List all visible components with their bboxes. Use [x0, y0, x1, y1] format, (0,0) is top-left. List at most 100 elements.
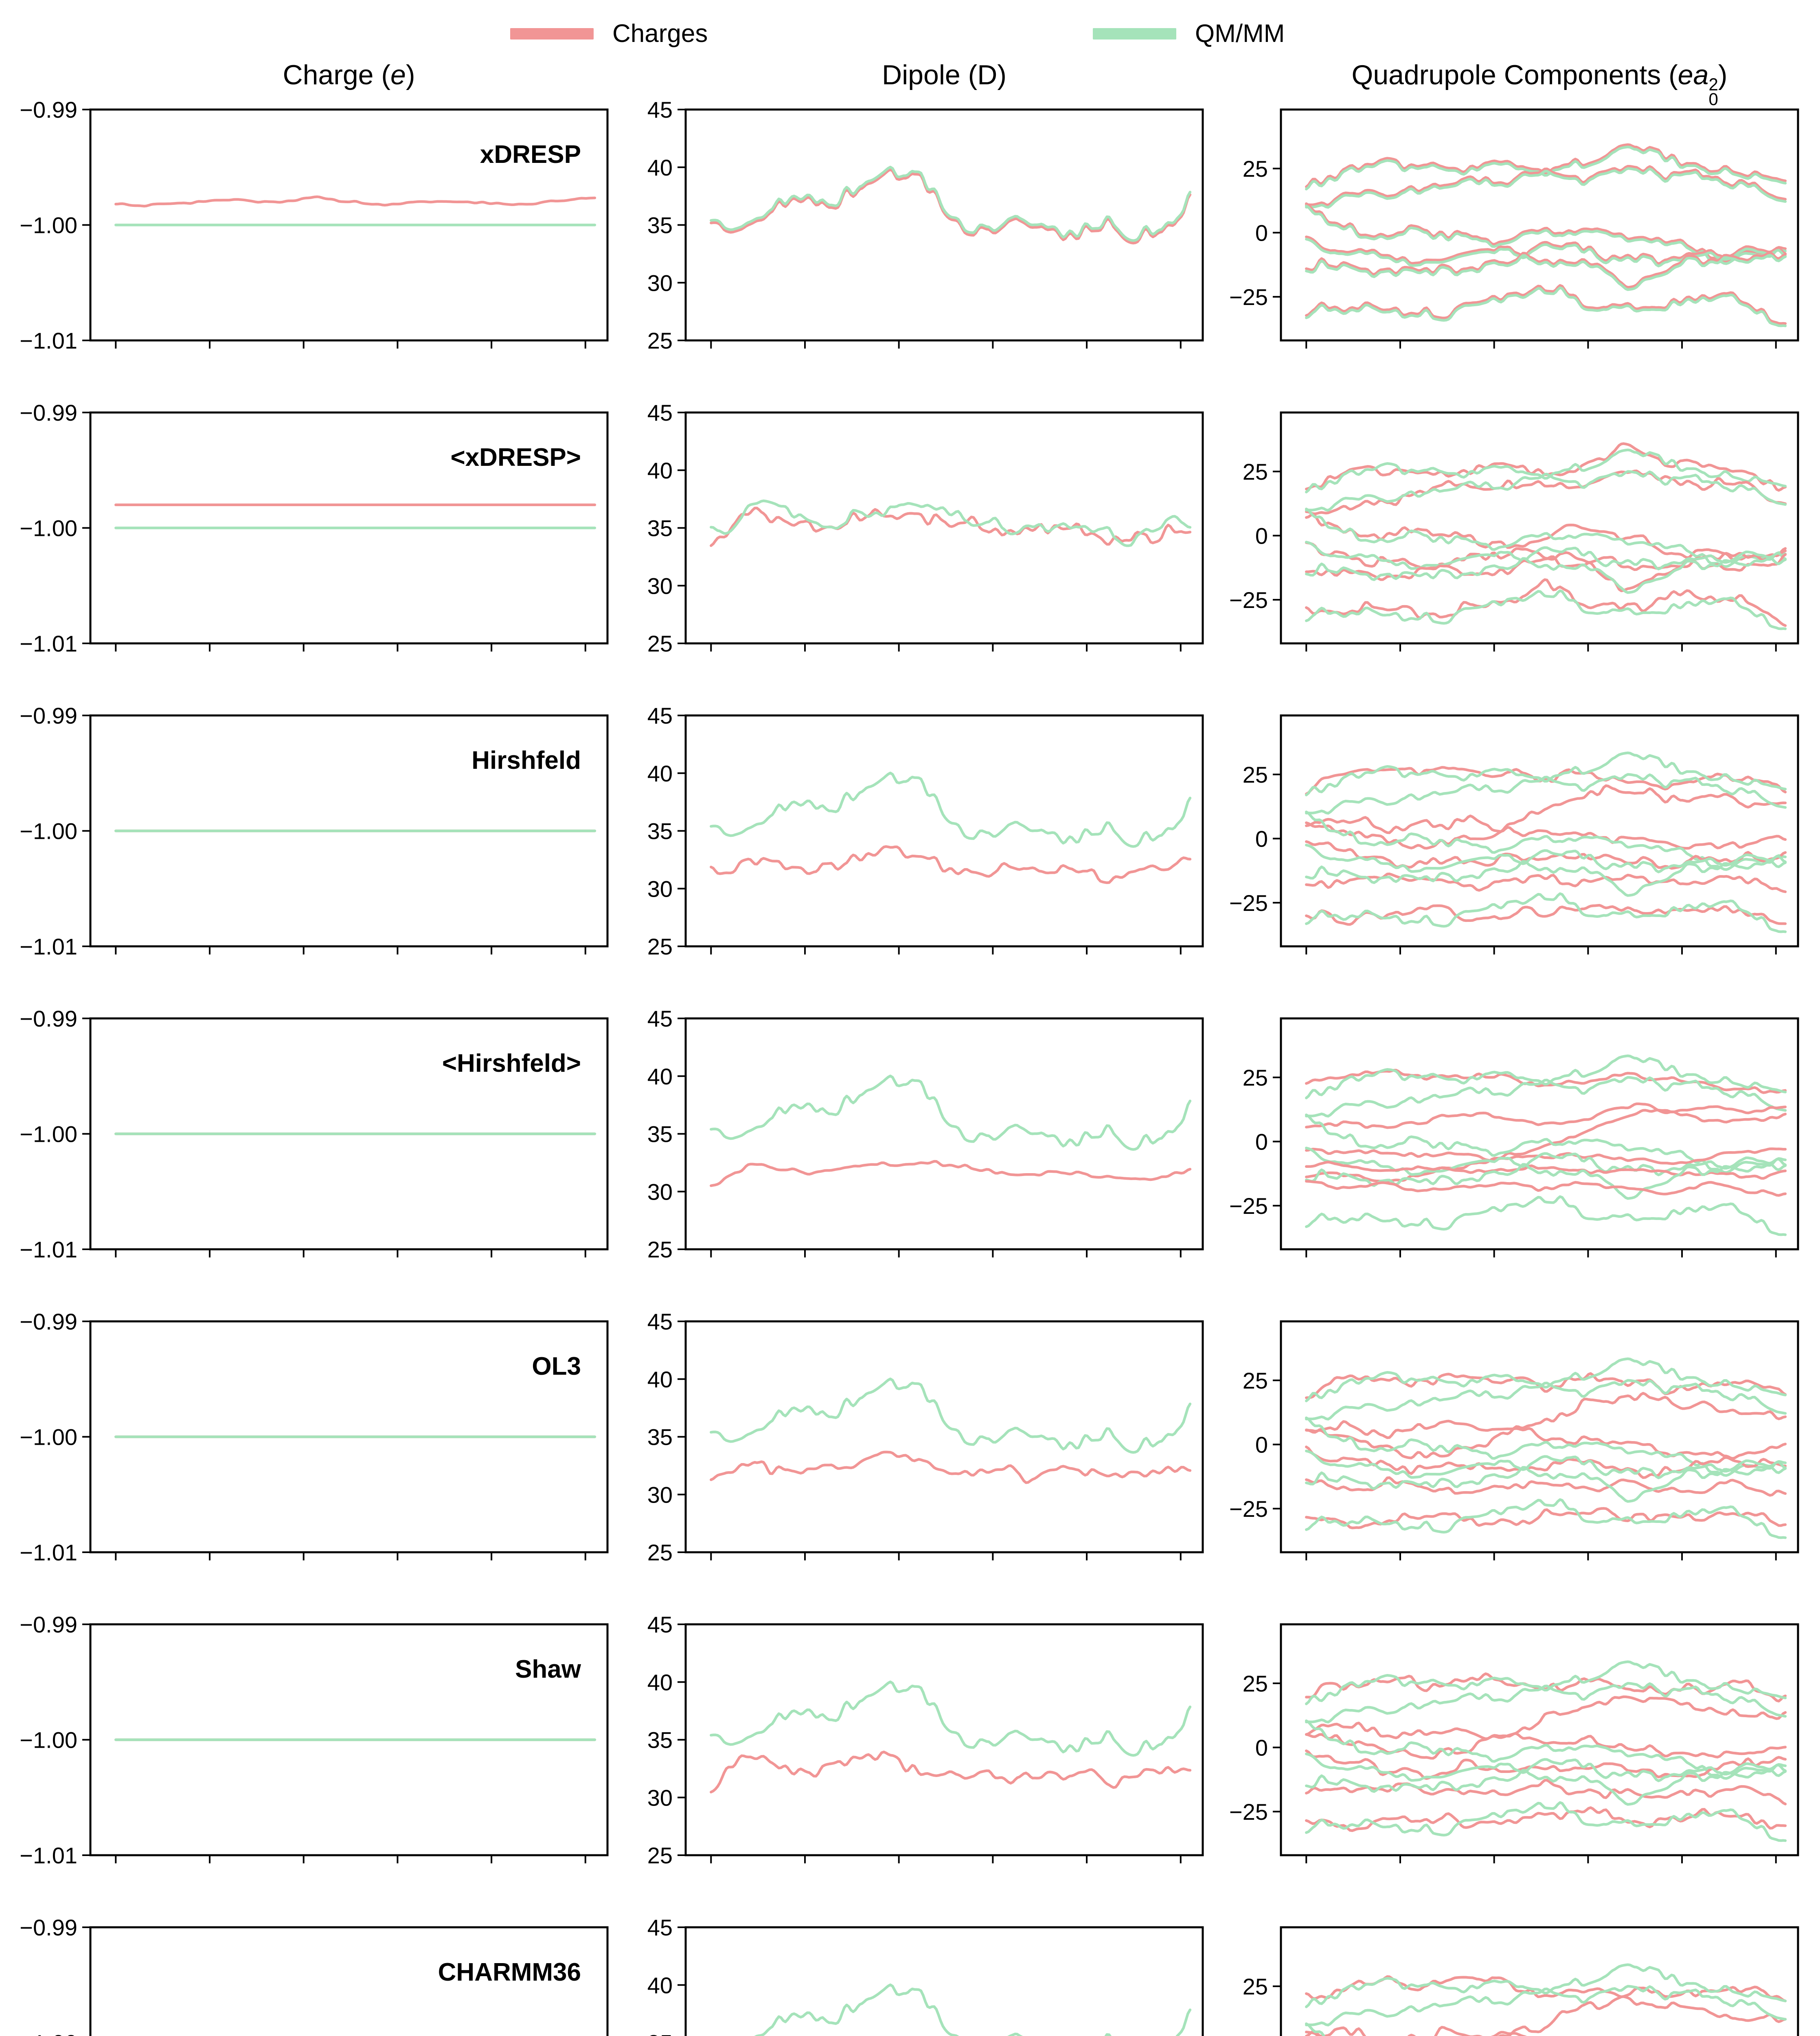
y-tick-label: 40: [647, 761, 673, 786]
series-charges-quadrupole: [1305, 1695, 1787, 1760]
quad-title-sub: 0: [1708, 89, 1718, 109]
y-tick-label: 30: [647, 1179, 673, 1204]
plot-frame: [89, 714, 609, 948]
y-tick-label: 25: [647, 1237, 673, 1262]
y-tick-label: 0: [1255, 1735, 1268, 1760]
series-charges-quadrupole: [1305, 1995, 1787, 2036]
panel-<xDRESP>-dipole: 45 40 35 30 25: [647, 400, 1204, 656]
series-qmmm-dipole: [754, 1983, 1192, 2036]
y-tick-label: −0.99: [20, 97, 77, 123]
panel-CHARMM36-charge: −0.99−1.00−1.010.00.20.40.60.81.0: [20, 1915, 609, 2036]
series-qmmm-quadrupole: [1305, 773, 1787, 815]
y-tick-label: 25: [1243, 762, 1268, 788]
y-tick-label: 0: [1255, 523, 1268, 548]
y-tick-label: 40: [647, 1670, 673, 1695]
series-qmmm-quadrupole: [1305, 589, 1787, 630]
series-qmmm-quadrupole: [1305, 1379, 1787, 1421]
y-tick-label: −0.99: [20, 400, 77, 426]
series-charges-charge: [114, 195, 596, 208]
series-qmmm-dipole: [710, 1378, 1192, 1454]
series-charges-quadrupole: [1305, 1392, 1787, 1459]
series-charges-quadrupole: [1305, 284, 1787, 325]
y-tick-label: 40: [647, 1064, 673, 1089]
series-charges-dipole: [710, 1751, 1192, 1794]
series-qmmm-quadrupole: [1305, 286, 1787, 327]
series-charges-quadrupole: [1305, 513, 1787, 561]
plot-frame: [1280, 1926, 1799, 2036]
y-tick-label: 45: [647, 1006, 673, 1031]
series-qmmm-quadrupole: [1305, 1054, 1787, 1099]
legend-label-charges: Charges: [612, 20, 708, 48]
panel-CHARMM36-quadrupole: 250−250.00.20.40.60.81.0: [1243, 1926, 1799, 2036]
plot-frame: [89, 411, 609, 645]
y-tick-label: 35: [647, 1727, 673, 1753]
legend-item-charges: Charges: [510, 21, 708, 46]
dipole-title: Dipole (D): [881, 59, 1007, 90]
series-qmmm-dipole: [710, 1075, 1192, 1151]
y-tick-label: −25: [1229, 1193, 1268, 1219]
y-tick-label: −1.01: [20, 934, 77, 959]
series-qmmm-quadrupole: [1305, 167, 1787, 209]
y-tick-label: 25: [1243, 156, 1268, 182]
quad-title-post: ): [1718, 59, 1728, 90]
plot-frame: [684, 714, 1204, 948]
series-charges-quadrupole: [1305, 784, 1787, 850]
panel-CHARMM36-dipole: 45403530250.00.20.40.60.81.0: [647, 1915, 1204, 2036]
plot-frame: [684, 108, 1204, 342]
panel-<Hirshfeld>-quadrupole: 25 0 −25: [1229, 1017, 1799, 1257]
y-tick-label: −1.00: [20, 213, 77, 238]
y-tick-label: −1.00: [20, 2030, 77, 2036]
series-charges-quadrupole: [1305, 1722, 1787, 1759]
plot-frame: [684, 1623, 1204, 1856]
panel-Shaw-dipole: 45 40 35 30 25: [647, 1612, 1204, 1868]
y-tick-label: −25: [1229, 1496, 1268, 1522]
row-label-charmm36: CHARMM36: [438, 1958, 581, 1986]
y-tick-label: 25: [1243, 1065, 1268, 1090]
y-tick-label: −1.00: [20, 1121, 77, 1147]
row-label-xdresp: xDRESP: [480, 140, 581, 169]
plot-frame: [1280, 1017, 1799, 1251]
series-qmmm-quadrupole: [1305, 1660, 1787, 1705]
charge-title-symbol: e: [390, 59, 406, 90]
y-tick-label: −1.00: [20, 1727, 77, 1753]
series-qmmm-quadrupole: [1305, 145, 1787, 191]
series-qmmm-quadrupole: [1305, 2022, 1326, 2036]
quad-title-sup: 2: [1708, 75, 1718, 94]
y-tick-label: 0: [1255, 220, 1268, 246]
y-tick-label: 25: [647, 328, 673, 353]
panel-OL3-dipole: 45 40 35 30 25: [647, 1309, 1204, 1565]
series-qmmm-quadrupole: [1305, 1801, 1787, 1842]
panel-<Hirshfeld>-charge: −0.99 −1.00 −1.01: [20, 1006, 609, 1262]
series-qmmm-quadrupole: [1305, 1147, 1787, 1176]
series-charges-dipole: [710, 845, 1192, 884]
plot-frame: [684, 1017, 1204, 1251]
series-qmmm-quadrupole: [1305, 1963, 1787, 2008]
series-charges-quadrupole: [1305, 1147, 1787, 1165]
series-charges-quadrupole: [1305, 1446, 1787, 1479]
y-tick-label: 25: [647, 934, 673, 959]
charge-title-post: ): [406, 59, 415, 90]
y-tick-label: 40: [647, 1367, 673, 1392]
panel-OL3-quadrupole: 25 0 −25: [1229, 1320, 1799, 1560]
series-qmmm-quadrupole: [1305, 1357, 1787, 1402]
y-tick-label: 45: [647, 703, 673, 728]
plot-frame: [1280, 411, 1799, 645]
y-tick-label: 25: [1243, 1368, 1268, 1393]
y-tick-label: −1.00: [20, 1424, 77, 1450]
panel-<xDRESP>-quadrupole: 25 0 −25: [1229, 411, 1799, 652]
series-qmmm-quadrupole: [1305, 1768, 1787, 1806]
y-tick-label: −1.01: [20, 1540, 77, 1565]
series-charges-quadrupole: [1305, 1180, 1787, 1197]
y-tick-label: 25: [1243, 1671, 1268, 1696]
series-qmmm-dipole: [710, 499, 1192, 547]
plot-frame: [1280, 1320, 1799, 1553]
panel-xDRESP-dipole: 45 40 35 30 25: [647, 97, 1204, 353]
panel-Hirshfeld-dipole: 45 40 35 30 25: [647, 703, 1204, 959]
row-label-shaw: Shaw: [515, 1655, 581, 1683]
series-qmmm-quadrupole: [1305, 1195, 1787, 1236]
series-qmmm-quadrupole: [1305, 448, 1787, 494]
y-tick-label: −1.01: [20, 328, 77, 353]
y-tick-label: −0.99: [20, 1309, 77, 1334]
y-tick-label: 30: [647, 1785, 673, 1810]
